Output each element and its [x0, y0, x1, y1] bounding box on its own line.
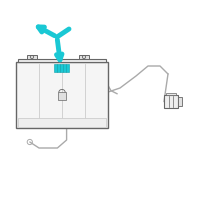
Bar	[60, 64, 63, 72]
Bar	[66, 64, 69, 72]
Bar	[63, 64, 66, 72]
Bar	[16, 62, 108, 128]
Bar	[18, 118, 106, 127]
Bar	[166, 93, 176, 95]
Bar	[54, 64, 57, 72]
Bar	[18, 59, 106, 62]
Bar	[57, 64, 60, 72]
Bar	[164, 95, 178, 108]
Bar	[178, 97, 182, 106]
Bar	[79, 55, 89, 59]
Bar	[58, 92, 66, 100]
Bar	[27, 55, 37, 59]
